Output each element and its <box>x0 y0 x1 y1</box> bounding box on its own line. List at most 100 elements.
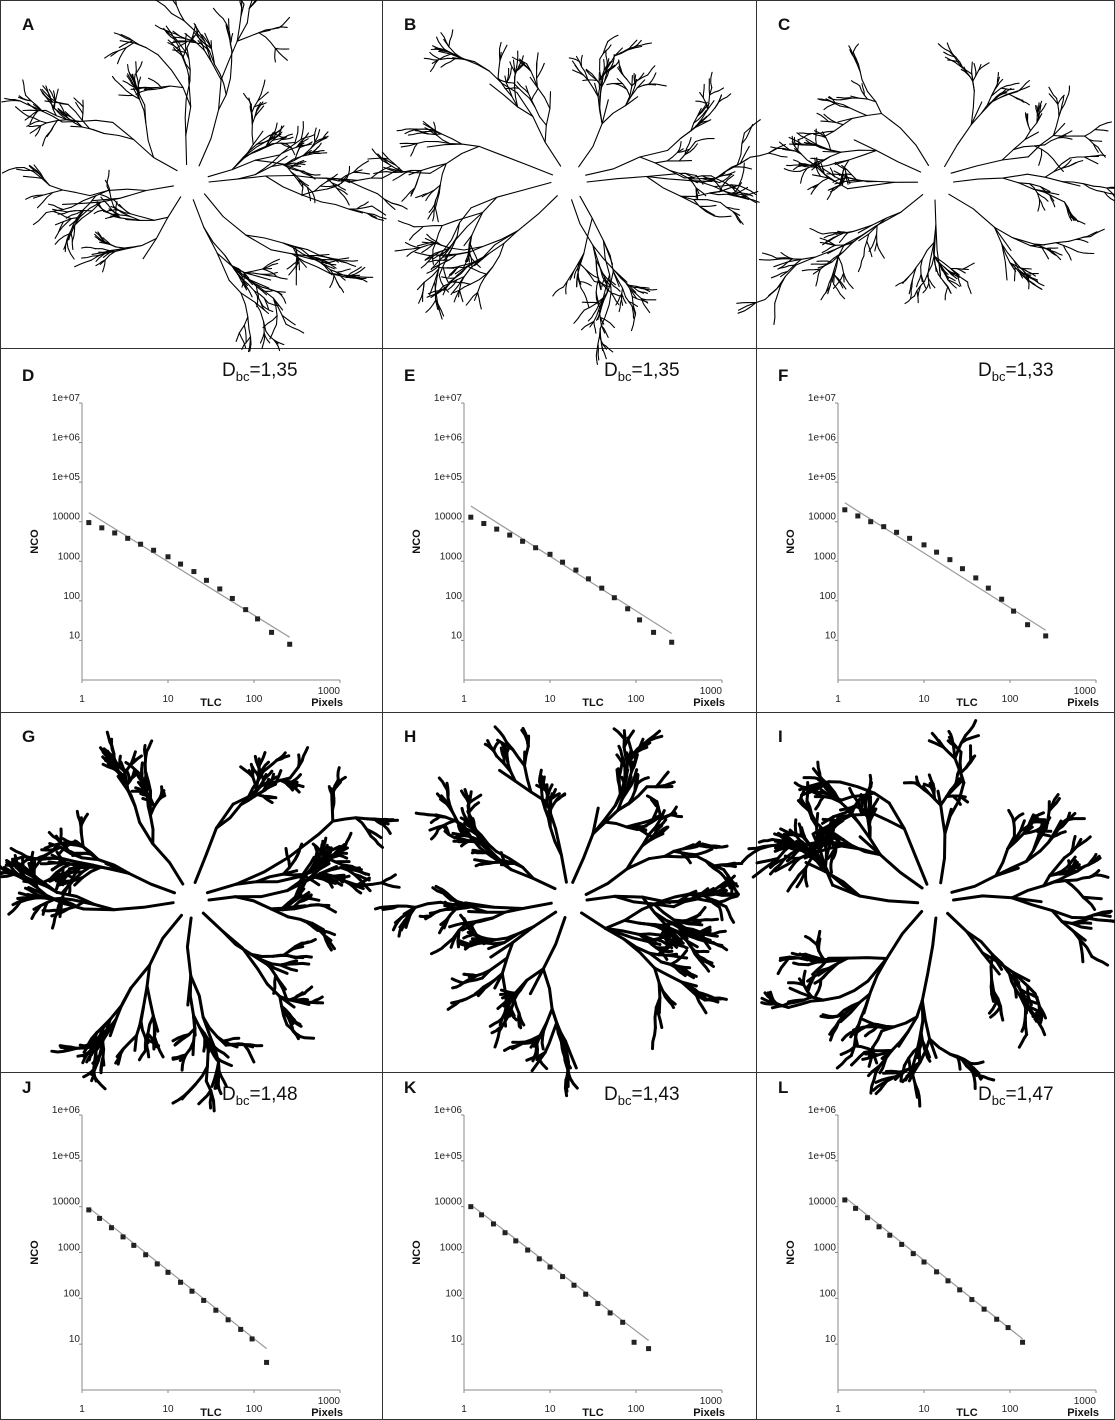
vessel <box>240 280 253 298</box>
vessel <box>430 256 444 271</box>
vessel <box>144 1036 151 1059</box>
vessel <box>348 882 363 895</box>
data-point <box>513 1238 519 1244</box>
vessel <box>737 298 766 311</box>
y-tick-label: 1e+06 <box>808 1105 837 1116</box>
vessel <box>909 286 913 300</box>
vessel <box>798 952 819 964</box>
vessel <box>646 922 671 928</box>
vessel <box>788 986 825 1002</box>
vessel <box>807 975 816 992</box>
y-tick-label: 10000 <box>434 1197 462 1208</box>
x-axis-label: TLC <box>582 697 603 709</box>
vessel <box>809 140 830 151</box>
vessel <box>254 159 301 167</box>
vessel <box>822 149 877 153</box>
data-point <box>468 1204 474 1210</box>
vessel <box>628 45 643 50</box>
y-tick-label: 1e+06 <box>434 433 463 444</box>
vessel <box>503 1042 523 1052</box>
vessel <box>39 88 50 102</box>
vessel <box>1106 187 1115 197</box>
vessel <box>792 961 810 967</box>
vessel <box>1082 183 1105 193</box>
vessel <box>648 809 666 836</box>
data-point <box>189 1288 195 1294</box>
vessel <box>1055 242 1079 253</box>
vessel <box>130 87 144 90</box>
vessel <box>519 61 532 72</box>
panel-letter: B <box>404 15 416 34</box>
vessel <box>356 201 369 210</box>
vessel <box>823 117 853 138</box>
vessel <box>240 0 245 5</box>
vessel <box>726 873 732 890</box>
vessel <box>365 827 383 840</box>
vessel <box>1097 146 1106 158</box>
vessel <box>22 79 27 96</box>
vessel <box>118 203 127 212</box>
vessel <box>465 291 479 306</box>
data-point <box>611 595 617 601</box>
vessel <box>694 847 714 857</box>
vessel <box>908 279 913 295</box>
data-point <box>864 1215 870 1221</box>
vessel <box>143 85 184 91</box>
vessel <box>824 829 831 848</box>
vessel <box>442 912 453 930</box>
vessel <box>336 268 351 273</box>
vessel <box>577 273 582 285</box>
y-axis-label: NCO <box>785 1240 797 1265</box>
vessel <box>1036 104 1042 124</box>
data-point <box>881 524 887 530</box>
vessel <box>80 246 96 250</box>
vessel <box>289 783 301 794</box>
vessel <box>780 252 794 260</box>
vessel <box>902 275 910 284</box>
vessel <box>499 991 517 996</box>
vessel <box>249 762 255 779</box>
vessel <box>424 140 463 145</box>
vessel <box>1064 879 1085 899</box>
vessel <box>336 271 346 281</box>
vessel <box>495 754 517 783</box>
vessel <box>545 792 552 806</box>
vessel <box>687 177 700 195</box>
vessel <box>650 805 660 824</box>
vessel <box>787 998 825 1009</box>
vessel <box>666 148 684 162</box>
vessel <box>261 758 279 774</box>
vessel <box>585 149 669 176</box>
vessel <box>739 196 760 203</box>
vessel <box>81 1047 97 1058</box>
vessel <box>493 941 515 990</box>
y-tick-label: 1e+05 <box>808 472 837 483</box>
vessel <box>432 249 434 265</box>
vessel <box>804 861 862 898</box>
vessel <box>523 1037 541 1045</box>
vessel <box>718 174 731 184</box>
vessel <box>64 111 83 128</box>
annotation-subscript: bc <box>236 369 250 384</box>
vessel <box>26 120 41 127</box>
vessel <box>960 68 971 78</box>
vessel <box>262 320 266 340</box>
vessel <box>262 315 278 329</box>
vessel <box>429 59 439 72</box>
x-tick-label: 1 <box>461 1404 467 1415</box>
vessel <box>792 159 806 168</box>
vessel <box>1069 835 1077 855</box>
vessel <box>34 125 42 137</box>
vessel <box>499 44 508 62</box>
vessel <box>172 49 187 53</box>
data-point <box>479 1212 485 1218</box>
vessel <box>436 36 446 50</box>
vessel <box>927 277 936 289</box>
vessel <box>259 332 265 344</box>
vessel <box>262 305 274 313</box>
vessel <box>1030 276 1045 287</box>
vessel <box>197 40 211 52</box>
vessel <box>135 88 155 95</box>
vessel <box>637 290 649 294</box>
vessel <box>996 71 999 85</box>
